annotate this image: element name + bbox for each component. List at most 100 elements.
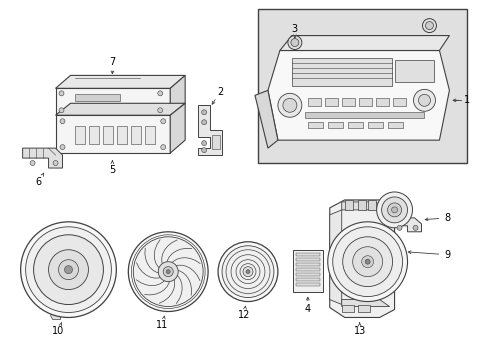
Circle shape xyxy=(283,98,296,112)
Bar xyxy=(295,273,319,276)
Circle shape xyxy=(158,108,163,113)
Circle shape xyxy=(290,39,298,46)
Circle shape xyxy=(332,227,402,297)
Bar xyxy=(131,126,141,144)
Circle shape xyxy=(381,197,407,223)
Circle shape xyxy=(59,91,64,96)
Text: 11: 11 xyxy=(156,320,168,330)
Circle shape xyxy=(287,36,301,50)
Text: 6: 6 xyxy=(36,177,41,187)
Bar xyxy=(75,126,85,144)
Polygon shape xyxy=(394,218,421,232)
Polygon shape xyxy=(341,202,384,210)
Bar xyxy=(367,122,382,128)
Circle shape xyxy=(425,22,432,30)
Circle shape xyxy=(370,250,374,254)
Circle shape xyxy=(413,89,435,111)
Polygon shape xyxy=(56,115,170,153)
Polygon shape xyxy=(329,200,394,318)
Circle shape xyxy=(60,119,65,124)
Circle shape xyxy=(396,225,401,230)
Text: 8: 8 xyxy=(444,213,449,223)
Polygon shape xyxy=(359,245,389,265)
Text: 2: 2 xyxy=(217,87,223,97)
Bar xyxy=(347,122,362,128)
Text: 13: 13 xyxy=(353,327,365,336)
Circle shape xyxy=(30,161,35,166)
Circle shape xyxy=(422,19,436,32)
Circle shape xyxy=(376,192,412,228)
Circle shape xyxy=(163,267,173,276)
Circle shape xyxy=(391,207,397,213)
Circle shape xyxy=(387,203,401,217)
Bar xyxy=(145,126,155,144)
Circle shape xyxy=(53,161,58,166)
Polygon shape xyxy=(329,210,341,305)
Circle shape xyxy=(161,119,165,124)
Circle shape xyxy=(243,267,252,276)
Text: 9: 9 xyxy=(444,250,449,260)
Circle shape xyxy=(365,259,369,264)
Circle shape xyxy=(158,91,163,96)
Polygon shape xyxy=(267,50,448,140)
Bar xyxy=(344,200,352,210)
Bar xyxy=(327,122,342,128)
Circle shape xyxy=(277,93,301,117)
Bar xyxy=(358,98,371,106)
Circle shape xyxy=(64,266,72,274)
Circle shape xyxy=(60,145,65,150)
Polygon shape xyxy=(56,75,185,88)
Circle shape xyxy=(201,120,206,125)
Circle shape xyxy=(380,256,384,260)
Text: 7: 7 xyxy=(109,58,115,67)
Bar xyxy=(304,112,424,118)
Polygon shape xyxy=(198,105,222,155)
Circle shape xyxy=(25,227,111,312)
Bar xyxy=(375,98,388,106)
Circle shape xyxy=(418,94,429,106)
Bar xyxy=(117,126,127,144)
Circle shape xyxy=(133,237,203,306)
Polygon shape xyxy=(56,88,170,115)
Circle shape xyxy=(218,242,277,302)
Text: 10: 10 xyxy=(52,327,64,336)
Bar xyxy=(103,126,113,144)
Bar xyxy=(341,98,354,106)
Circle shape xyxy=(161,145,165,150)
Circle shape xyxy=(59,108,64,113)
Bar xyxy=(75,94,120,101)
Circle shape xyxy=(20,222,116,318)
Circle shape xyxy=(352,247,382,276)
Text: 5: 5 xyxy=(109,165,115,175)
Polygon shape xyxy=(341,300,389,306)
Bar xyxy=(307,122,322,128)
Bar xyxy=(295,278,319,280)
Bar xyxy=(295,253,319,256)
Circle shape xyxy=(166,270,170,274)
Circle shape xyxy=(245,270,249,274)
Polygon shape xyxy=(254,90,277,148)
Circle shape xyxy=(222,246,273,298)
Bar xyxy=(292,250,322,292)
Polygon shape xyxy=(170,103,185,153)
Polygon shape xyxy=(22,148,62,168)
Bar xyxy=(212,135,220,149)
Circle shape xyxy=(327,222,407,302)
Text: 12: 12 xyxy=(237,310,250,320)
Circle shape xyxy=(412,225,417,230)
Bar xyxy=(295,258,319,261)
Circle shape xyxy=(34,235,103,305)
Bar xyxy=(357,305,369,312)
Bar xyxy=(394,60,433,82)
Polygon shape xyxy=(50,311,61,319)
Bar xyxy=(367,200,375,210)
Bar xyxy=(341,305,353,312)
Bar xyxy=(357,200,365,210)
Circle shape xyxy=(128,232,208,311)
Text: 1: 1 xyxy=(463,95,469,105)
Circle shape xyxy=(361,256,373,268)
Circle shape xyxy=(201,110,206,115)
Polygon shape xyxy=(56,103,185,115)
Circle shape xyxy=(201,141,206,146)
Bar xyxy=(295,268,319,271)
